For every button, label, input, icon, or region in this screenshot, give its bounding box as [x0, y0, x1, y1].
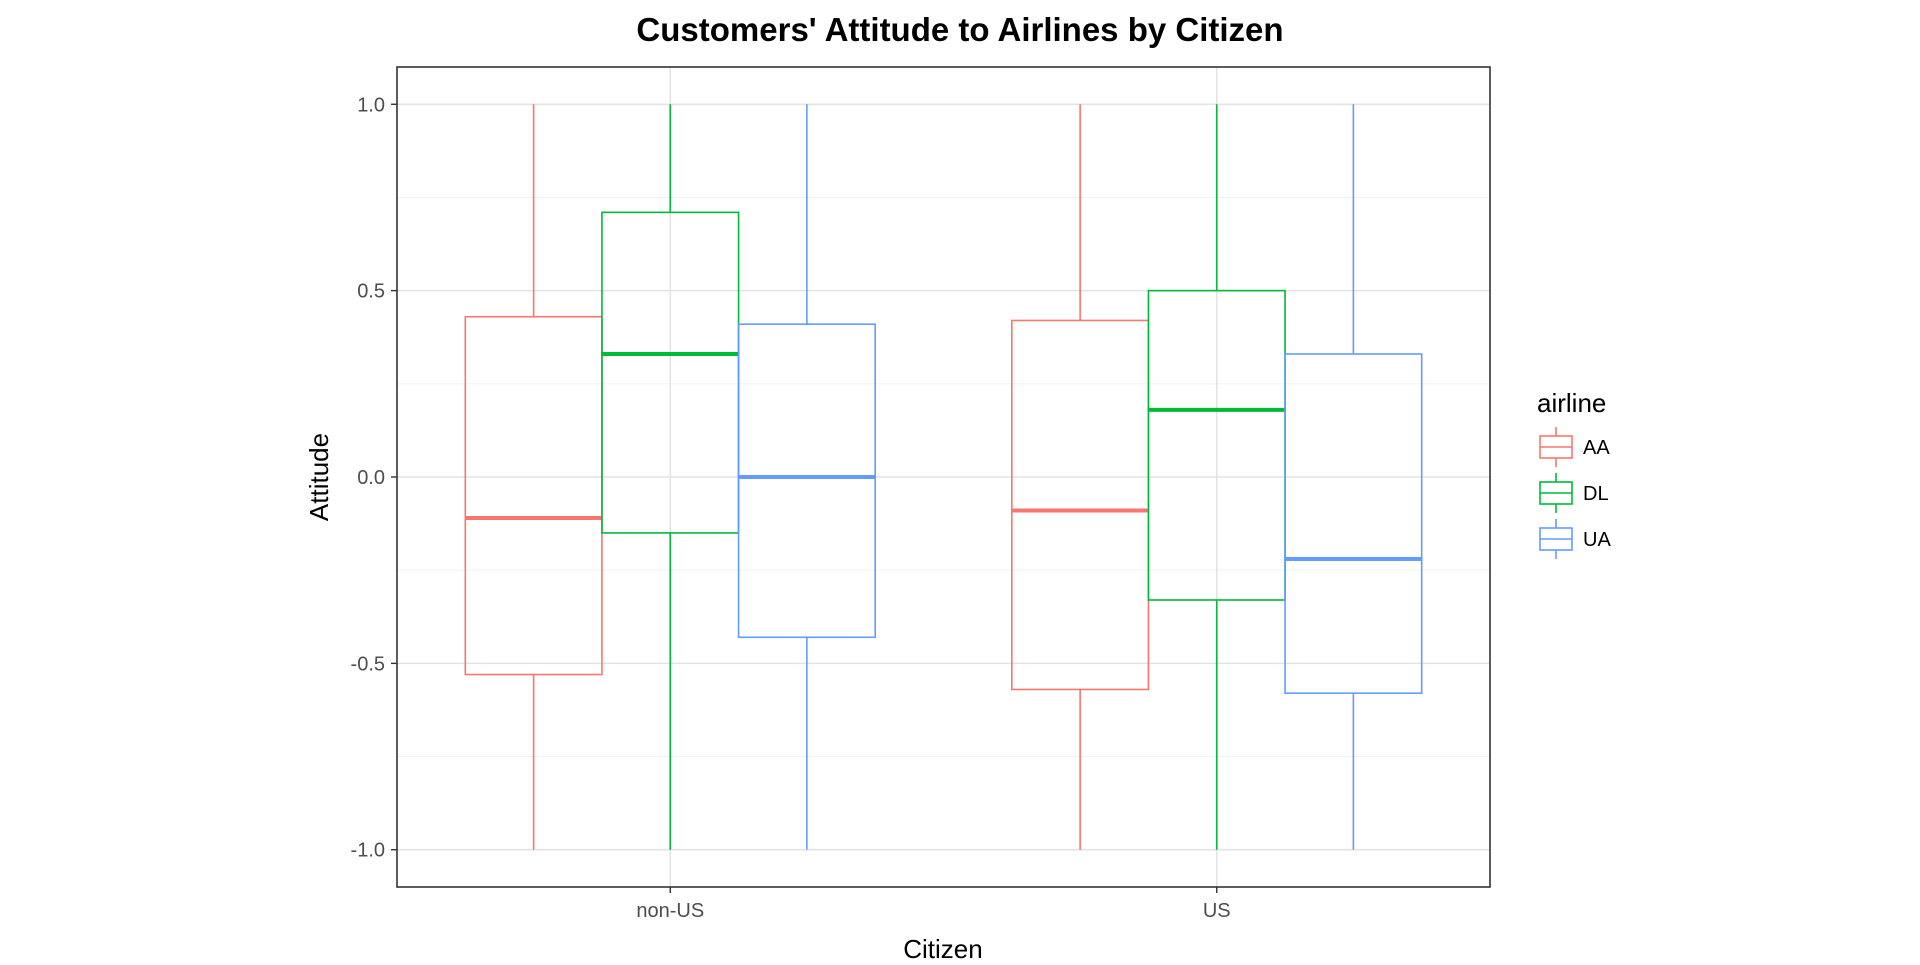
legend: airline AA DL UA — [1537, 388, 1611, 559]
box-UA-non-US — [737, 104, 876, 850]
box-iqr — [737, 323, 876, 639]
legend-key-UA: UA — [1539, 519, 1611, 559]
x-axis: non-US US — [636, 887, 1231, 922]
legend-key-DL: DL — [1539, 473, 1609, 513]
y-tick-label: 0.5 — [357, 281, 385, 303]
x-tick-label: US — [1203, 900, 1231, 922]
box-iqr — [1011, 319, 1150, 691]
box-DL-non-US — [601, 104, 740, 850]
x-axis-label: Citizen — [903, 934, 982, 960]
legend-key-AA: AA — [1539, 427, 1610, 467]
x-tick-label: non-US — [636, 900, 704, 922]
y-tick-label: 0.0 — [357, 467, 385, 489]
legend-label: AA — [1583, 437, 1610, 459]
y-tick-label: -0.5 — [351, 653, 385, 675]
grid-lines — [397, 67, 1490, 887]
legend-label: UA — [1583, 529, 1611, 551]
box-series — [464, 104, 1423, 850]
y-axis: -1.0 -0.5 0.0 0.5 1.0 — [351, 94, 397, 862]
box-iqr — [1284, 353, 1423, 694]
box-UA-US — [1284, 104, 1423, 850]
legend-label: DL — [1583, 483, 1609, 505]
box-iqr — [464, 315, 603, 676]
y-tick-label: -1.0 — [351, 840, 385, 862]
y-tick-label: 1.0 — [357, 94, 385, 116]
y-axis-label: Attitude — [304, 433, 334, 521]
legend-title: airline — [1537, 388, 1606, 418]
chart-title: Customers' Attitude to Airlines by Citiz… — [636, 11, 1283, 48]
